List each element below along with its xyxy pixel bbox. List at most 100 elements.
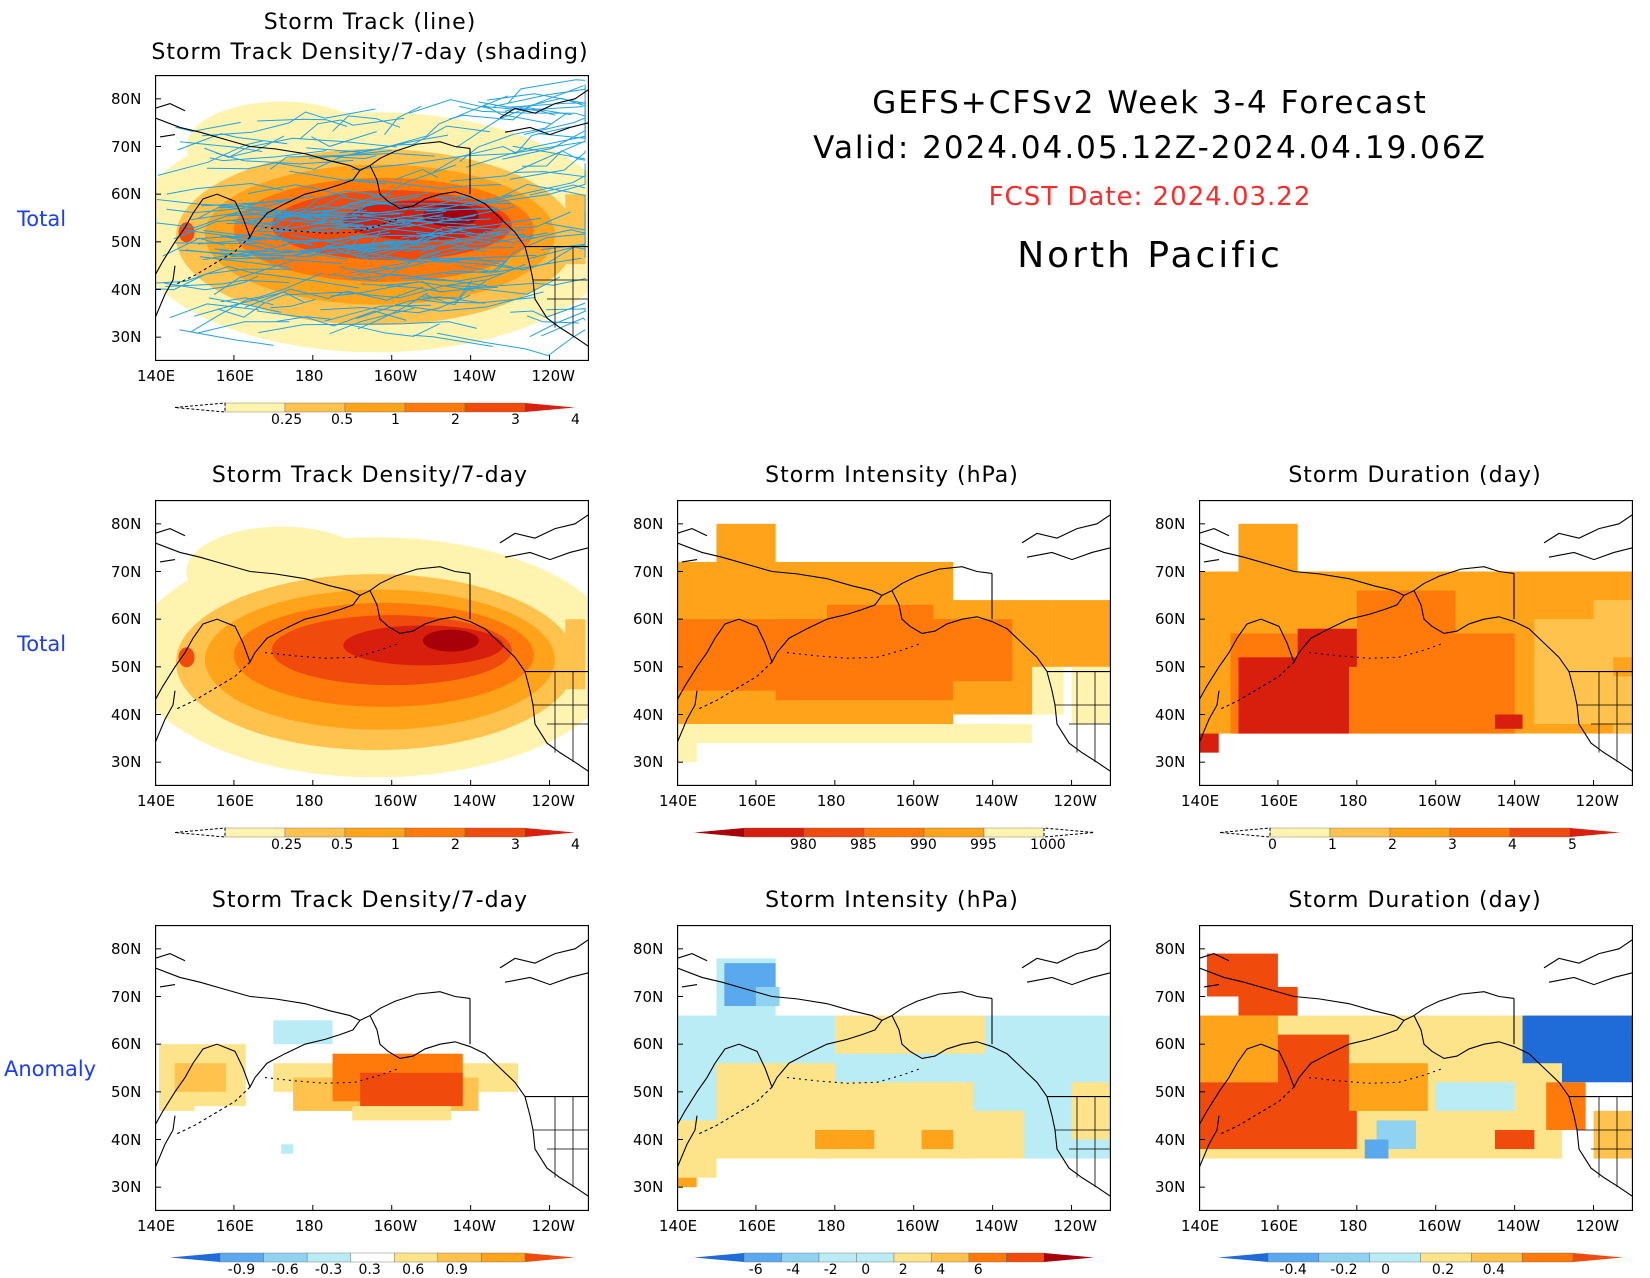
colorbar-swatch xyxy=(284,827,346,838)
colorbar-label: 4 xyxy=(1508,837,1517,853)
grid-cells xyxy=(158,1020,518,1154)
lon-tick-label: 180 xyxy=(1338,1217,1368,1235)
colorbar-swatch xyxy=(1420,1252,1472,1263)
storm-tracks xyxy=(156,79,586,357)
panel-duration-total-title: Storm Duration (day) xyxy=(1288,463,1542,488)
lat-tick-label: 30N xyxy=(111,753,142,772)
lat-tick-label: 70N xyxy=(111,987,142,1006)
map-frame xyxy=(677,925,1111,1211)
lat-tick-label: 30N xyxy=(111,1178,142,1197)
colorbar-swatch xyxy=(818,1252,857,1263)
colorbar-label: 3 xyxy=(1448,837,1457,853)
lat-tick-label: 70N xyxy=(633,987,664,1006)
row-label-anomaly: Anomaly xyxy=(4,1057,97,1081)
lat-tick-label: 30N xyxy=(111,328,142,347)
map-frame xyxy=(1199,500,1633,786)
colorbar-swatch xyxy=(1269,827,1331,838)
colorbar-label: 0.9 xyxy=(445,1262,468,1278)
colorbar-label: -0.4 xyxy=(1279,1262,1307,1278)
colorbar-label: 980 xyxy=(790,837,817,853)
colorbar-swatch xyxy=(1006,1252,1045,1263)
map-frame xyxy=(677,500,1111,786)
lon-tick-label: 140W xyxy=(1496,792,1541,810)
lon-tick-label: 160W xyxy=(373,792,418,810)
colorbar-swatch xyxy=(1521,1252,1574,1263)
lon-tick-label: 160E xyxy=(1259,1217,1299,1235)
coastline xyxy=(677,938,1111,1198)
colorbar-swatch xyxy=(219,1252,264,1263)
colorbar-swatch xyxy=(464,827,526,838)
lat-tick-label: 50N xyxy=(1155,1082,1186,1101)
colorbar-swatch xyxy=(404,402,466,413)
colorbar-arrow xyxy=(694,1253,744,1262)
colorbar-arrow xyxy=(694,828,744,837)
colorbar-swatch xyxy=(1389,827,1451,838)
colorbar-swatch xyxy=(1471,1252,1523,1263)
panel-top-title-line1: Storm Track (line) xyxy=(263,10,477,35)
storm-track-map: 140E 160E 180 160W 140W 120W 80N 70N 60N 50N 40N 30… xyxy=(111,75,589,385)
colorbar-arrow xyxy=(175,402,226,413)
lon-tick-label: 140W xyxy=(452,367,497,385)
colorbar-swatch xyxy=(394,1252,439,1263)
lat-tick-label: 80N xyxy=(111,939,142,958)
lat-tick-label: 30N xyxy=(1155,753,1186,772)
colorbar-swatch xyxy=(931,1252,970,1263)
coastline xyxy=(677,513,1111,773)
lat-tick-label: 70N xyxy=(111,562,142,581)
coastline xyxy=(155,88,589,348)
lat-tick-label: 40N xyxy=(633,705,664,724)
lon-tick-label: 140E xyxy=(137,367,176,385)
colorbar-swatch xyxy=(863,827,925,838)
colorbar-label: -4 xyxy=(786,1262,801,1278)
colorbar-swatch xyxy=(404,827,466,838)
colorbar-arrow xyxy=(1220,827,1271,838)
density-anomaly-map: 140E 160E 180 160W 140W 120W 80N 70N 60N 50N 40N 30… xyxy=(111,925,589,1235)
coastline xyxy=(1199,513,1633,773)
colorbar-swatch xyxy=(983,827,1045,838)
colorbar-label: 1 xyxy=(391,412,400,428)
colorbar-label: 990 xyxy=(910,837,937,853)
lat-tick-label: 80N xyxy=(633,939,664,958)
colorbar-arrow xyxy=(1218,1253,1268,1262)
lon-tick-label: 180 xyxy=(816,1217,846,1235)
colorbar-swatch xyxy=(464,402,526,413)
lon-tick-label: 160E xyxy=(215,792,255,810)
grid-cells xyxy=(677,958,1111,1188)
colorbar-intensity-anomaly: -6 -4 -2 0 2 4 6 xyxy=(694,1252,1094,1278)
duration-anomaly-map: 140E 160E 180 160W 140W 120W 80N 70N 60N 50N 40N 30… xyxy=(1155,925,1633,1235)
lon-tick-label: 140W xyxy=(1496,1217,1541,1235)
colorbar-label: 2 xyxy=(1388,837,1397,853)
density-contour xyxy=(565,619,586,690)
colorbar-label: 0.25 xyxy=(271,837,303,853)
colorbar-label: -0.3 xyxy=(314,1262,343,1278)
colorbar-swatch xyxy=(344,402,406,413)
panel-duration-anom-title: Storm Duration (day) xyxy=(1288,888,1542,913)
colorbar-label: -0.9 xyxy=(227,1262,256,1278)
lon-tick-label: 180 xyxy=(1338,792,1368,810)
colorbar-swatch xyxy=(1318,1252,1370,1263)
colorbar-swatch xyxy=(284,402,346,413)
lat-tick-label: 50N xyxy=(633,657,664,676)
colorbar-swatch xyxy=(1329,827,1391,838)
colorbar-label: -0.2 xyxy=(1330,1262,1358,1278)
lat-tick-label: 70N xyxy=(633,562,664,581)
lon-tick-label: 140E xyxy=(659,792,698,810)
colorbar-label: 4 xyxy=(571,412,580,428)
colorbar-label: 5 xyxy=(1568,837,1577,853)
valid-period: Valid: 2024.04.05.12Z-2024.04.19.06Z xyxy=(813,130,1487,166)
lat-tick-label: 40N xyxy=(111,705,142,724)
lon-tick-label: 120W xyxy=(531,367,575,385)
colorbar-swatch xyxy=(856,1252,895,1263)
colorbar-label: 6 xyxy=(973,1262,983,1278)
lon-tick-label: 120W xyxy=(531,792,575,810)
density-contour xyxy=(343,625,504,666)
colorbar-label: 3 xyxy=(511,837,520,853)
lat-tick-label: 70N xyxy=(1155,562,1186,581)
panel-density-total-title: Storm Track Density/7-day xyxy=(211,463,529,488)
colorbar-label: 0.6 xyxy=(402,1262,425,1278)
colorbar-label: 0.2 xyxy=(1431,1262,1455,1278)
lon-tick-label: 120W xyxy=(1053,792,1097,810)
lat-tick-label: 40N xyxy=(1155,1130,1186,1149)
colorbar-swatch xyxy=(224,402,286,413)
lon-tick-label: 120W xyxy=(1575,1217,1619,1235)
